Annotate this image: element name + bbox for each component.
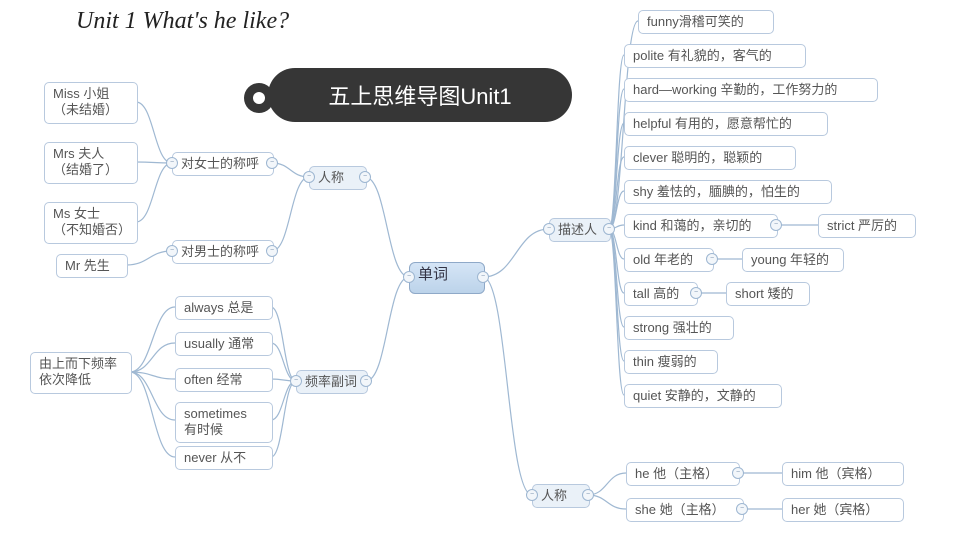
mindmap-node-he: he 他（主格） (626, 462, 740, 486)
expand-port-icon: − (303, 171, 315, 183)
expand-port-icon: − (543, 223, 555, 235)
expand-port-icon: − (603, 223, 615, 235)
mindmap-node-her: her 她（宾格） (782, 498, 904, 522)
expand-port-icon: − (526, 489, 538, 501)
expand-port-icon: − (266, 157, 278, 169)
mindmap-node-him: him 他（宾格） (782, 462, 904, 486)
mindmap-node-she: she 她（主格） (626, 498, 744, 522)
mindmap-node-old: old 年老的 (624, 248, 714, 272)
expand-port-icon: − (582, 489, 594, 501)
mindmap-node-funny: funny滑稽可笑的 (638, 10, 774, 34)
mindmap-node-strong: strong 强壮的 (624, 316, 734, 340)
mindmap-node-quiet: quiet 安静的，文静的 (624, 384, 782, 408)
expand-port-icon: − (706, 253, 718, 265)
expand-port-icon: − (166, 245, 178, 257)
expand-port-icon: − (477, 271, 489, 283)
mindmap-node-mr: Mr 先生 (56, 254, 128, 278)
expand-port-icon: − (732, 467, 744, 479)
mindmap-node-root: 单词 (409, 262, 485, 294)
expand-port-icon: − (736, 503, 748, 515)
mindmap-node-polite: polite 有礼貌的，客气的 (624, 44, 806, 68)
mindmap-node-mrs: Mrs 夫人（结婚了） (44, 142, 138, 184)
mindmap-node-never: never 从不 (175, 446, 273, 470)
mindmap-node-shy: shy 羞怯的，腼腆的，怕生的 (624, 180, 832, 204)
mindmap-node-always: always 总是 (175, 296, 273, 320)
mindmap-node-desc: 描述人 (549, 218, 611, 242)
mindmap-node-often: often 经常 (175, 368, 273, 392)
mindmap-node-miss: Miss 小姐（未结婚） (44, 82, 138, 124)
mindmap-node-kind: kind 和蔼的，亲切的 (624, 214, 778, 238)
mindmap-node-f_call: 对女士的称呼 (172, 152, 274, 176)
mindmap-node-freq: 频率副词 (296, 370, 368, 394)
mindmap-node-helpful: helpful 有用的，愿意帮忙的 (624, 112, 828, 136)
mindmap-node-fnote: 由上而下频率依次降低 (30, 352, 132, 394)
mindmap-node-usually: usually 通常 (175, 332, 273, 356)
expand-port-icon: − (166, 157, 178, 169)
mindmap-node-strict: strict 严厉的 (818, 214, 916, 238)
mindmap-node-m_call: 对男士的称呼 (172, 240, 274, 264)
expand-port-icon: − (290, 375, 302, 387)
mindmap-node-short: short 矮的 (726, 282, 810, 306)
page-title: Unit 1 What's he like? (76, 8, 289, 35)
overlay-pill: 五上思维导图Unit1 (268, 68, 572, 122)
expand-port-icon: − (266, 245, 278, 257)
mindmap-node-some: sometimes有时候 (175, 402, 273, 443)
mindmap-node-tall: tall 高的 (624, 282, 698, 306)
mindmap-node-clever: clever 聪明的，聪颖的 (624, 146, 796, 170)
expand-port-icon: − (770, 219, 782, 231)
mindmap-node-ms: Ms 女士（不知婚否） (44, 202, 138, 244)
mindmap-node-thin: thin 瘦弱的 (624, 350, 718, 374)
expand-port-icon: − (359, 171, 371, 183)
mindmap-node-hard: hard—working 辛勤的，工作努力的 (624, 78, 878, 102)
expand-port-icon: − (403, 271, 415, 283)
mindmap-node-young: young 年轻的 (742, 248, 844, 272)
expand-port-icon: − (360, 375, 372, 387)
expand-port-icon: − (690, 287, 702, 299)
